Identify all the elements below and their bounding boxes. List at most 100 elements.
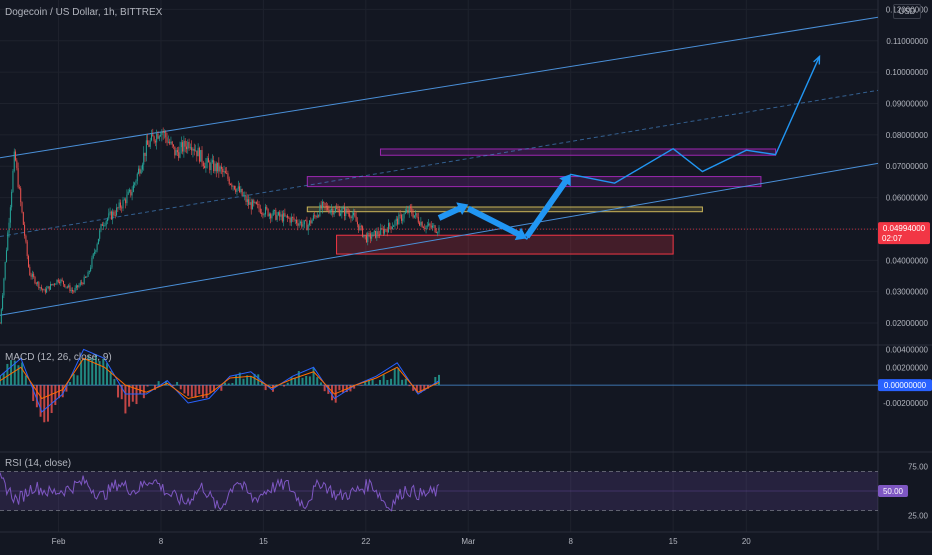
candle-body — [431, 226, 432, 228]
currency-button[interactable]: USD — [893, 4, 921, 19]
macd-histogram-bar — [54, 385, 56, 405]
candle-body — [414, 215, 415, 217]
rsi-legend[interactable]: RSI (14, close) — [5, 458, 71, 469]
candle-body — [194, 149, 195, 151]
candle-body — [402, 219, 403, 221]
candle-body — [356, 216, 357, 221]
candle-body — [55, 284, 56, 285]
candle-body — [325, 203, 326, 206]
candle-body — [86, 277, 87, 278]
candle-body — [40, 287, 41, 288]
candle-body — [435, 225, 436, 232]
macd-histogram-bar — [287, 383, 289, 385]
candle-body — [183, 141, 184, 152]
candle-body — [49, 286, 50, 289]
macd-histogram-bar — [324, 385, 326, 391]
candle-body — [138, 169, 139, 174]
candle-body — [120, 203, 121, 208]
candle-body — [410, 206, 411, 208]
candle-body — [255, 202, 256, 203]
candle-body — [6, 250, 7, 262]
candle-body — [23, 212, 24, 225]
x-tick-label: 22 — [361, 537, 370, 546]
candle-body — [401, 215, 402, 221]
candle-body — [284, 213, 285, 216]
macd-histogram-bar — [305, 376, 307, 385]
candle-body — [353, 213, 354, 215]
candle-body — [180, 147, 181, 158]
macd-histogram-bar — [231, 383, 233, 385]
y-tick-label: 0.04000000 — [886, 256, 929, 265]
candle-body — [106, 221, 107, 225]
candle-body — [244, 195, 245, 196]
candle-body — [269, 214, 270, 216]
candle-body — [200, 150, 201, 162]
candle-body — [33, 274, 34, 277]
zone-rect — [337, 235, 674, 254]
candle-body — [246, 195, 247, 202]
candle-body — [226, 173, 227, 174]
candle-body — [257, 204, 258, 205]
candle-body — [20, 188, 21, 202]
candle-body — [409, 206, 410, 213]
candle-body — [345, 209, 346, 216]
candle-body — [168, 142, 169, 143]
candle-body — [216, 164, 217, 172]
candle-body — [28, 256, 29, 267]
candle-body — [406, 210, 407, 212]
macd-histogram-bar — [183, 385, 185, 393]
candle-body — [190, 147, 191, 148]
candle-body — [322, 202, 323, 208]
candle-body — [247, 199, 248, 202]
candle-body — [265, 207, 266, 215]
candle-body — [93, 254, 94, 258]
candle-body — [235, 189, 236, 192]
candle-body — [222, 169, 223, 172]
macd-legend[interactable]: MACD (12, 26, close, 9) — [5, 352, 112, 363]
candle-body — [160, 135, 161, 136]
y-tick-label: 0.06000000 — [886, 194, 929, 203]
candle-body — [151, 134, 152, 140]
candle-body — [104, 225, 105, 226]
candle-body — [388, 223, 389, 232]
candle-body — [60, 280, 61, 284]
candle-body — [240, 189, 241, 192]
candle-body — [123, 200, 124, 208]
candle-body — [233, 186, 234, 187]
candle-body — [113, 212, 114, 216]
candle-body — [7, 233, 8, 251]
macd-histogram-bar — [302, 378, 304, 385]
candle-body — [159, 136, 160, 138]
candle-body — [420, 222, 421, 226]
candle-body — [73, 291, 74, 292]
candle-body — [36, 283, 37, 284]
candle-body — [350, 217, 351, 219]
candle-body — [352, 215, 353, 218]
candle-body — [405, 212, 406, 213]
candle-body — [262, 213, 263, 215]
macd-histogram-bar — [113, 379, 115, 385]
symbol-title[interactable]: Dogecoin / US Dollar, 1h, BITTREX — [5, 7, 162, 18]
candle-body — [317, 216, 318, 218]
candle-body — [126, 195, 127, 204]
candle-body — [275, 210, 276, 220]
candle-body — [341, 209, 342, 214]
candle-body — [192, 149, 193, 151]
x-tick-label: 20 — [742, 537, 751, 546]
macd-histogram-bar — [290, 377, 292, 385]
candle-body — [242, 189, 243, 196]
candle-body — [385, 229, 386, 230]
candle-body — [157, 134, 158, 139]
candle-body — [344, 208, 345, 216]
candle-body — [163, 131, 164, 132]
candle-body — [154, 136, 155, 141]
candle-body — [101, 224, 102, 230]
candle-body — [173, 145, 174, 147]
macd-histogram-bar — [195, 385, 197, 398]
rsi-tick-label: 25.00 — [908, 511, 929, 520]
candle-body — [249, 202, 250, 205]
candle-body — [31, 275, 32, 276]
candle-body — [62, 280, 63, 281]
